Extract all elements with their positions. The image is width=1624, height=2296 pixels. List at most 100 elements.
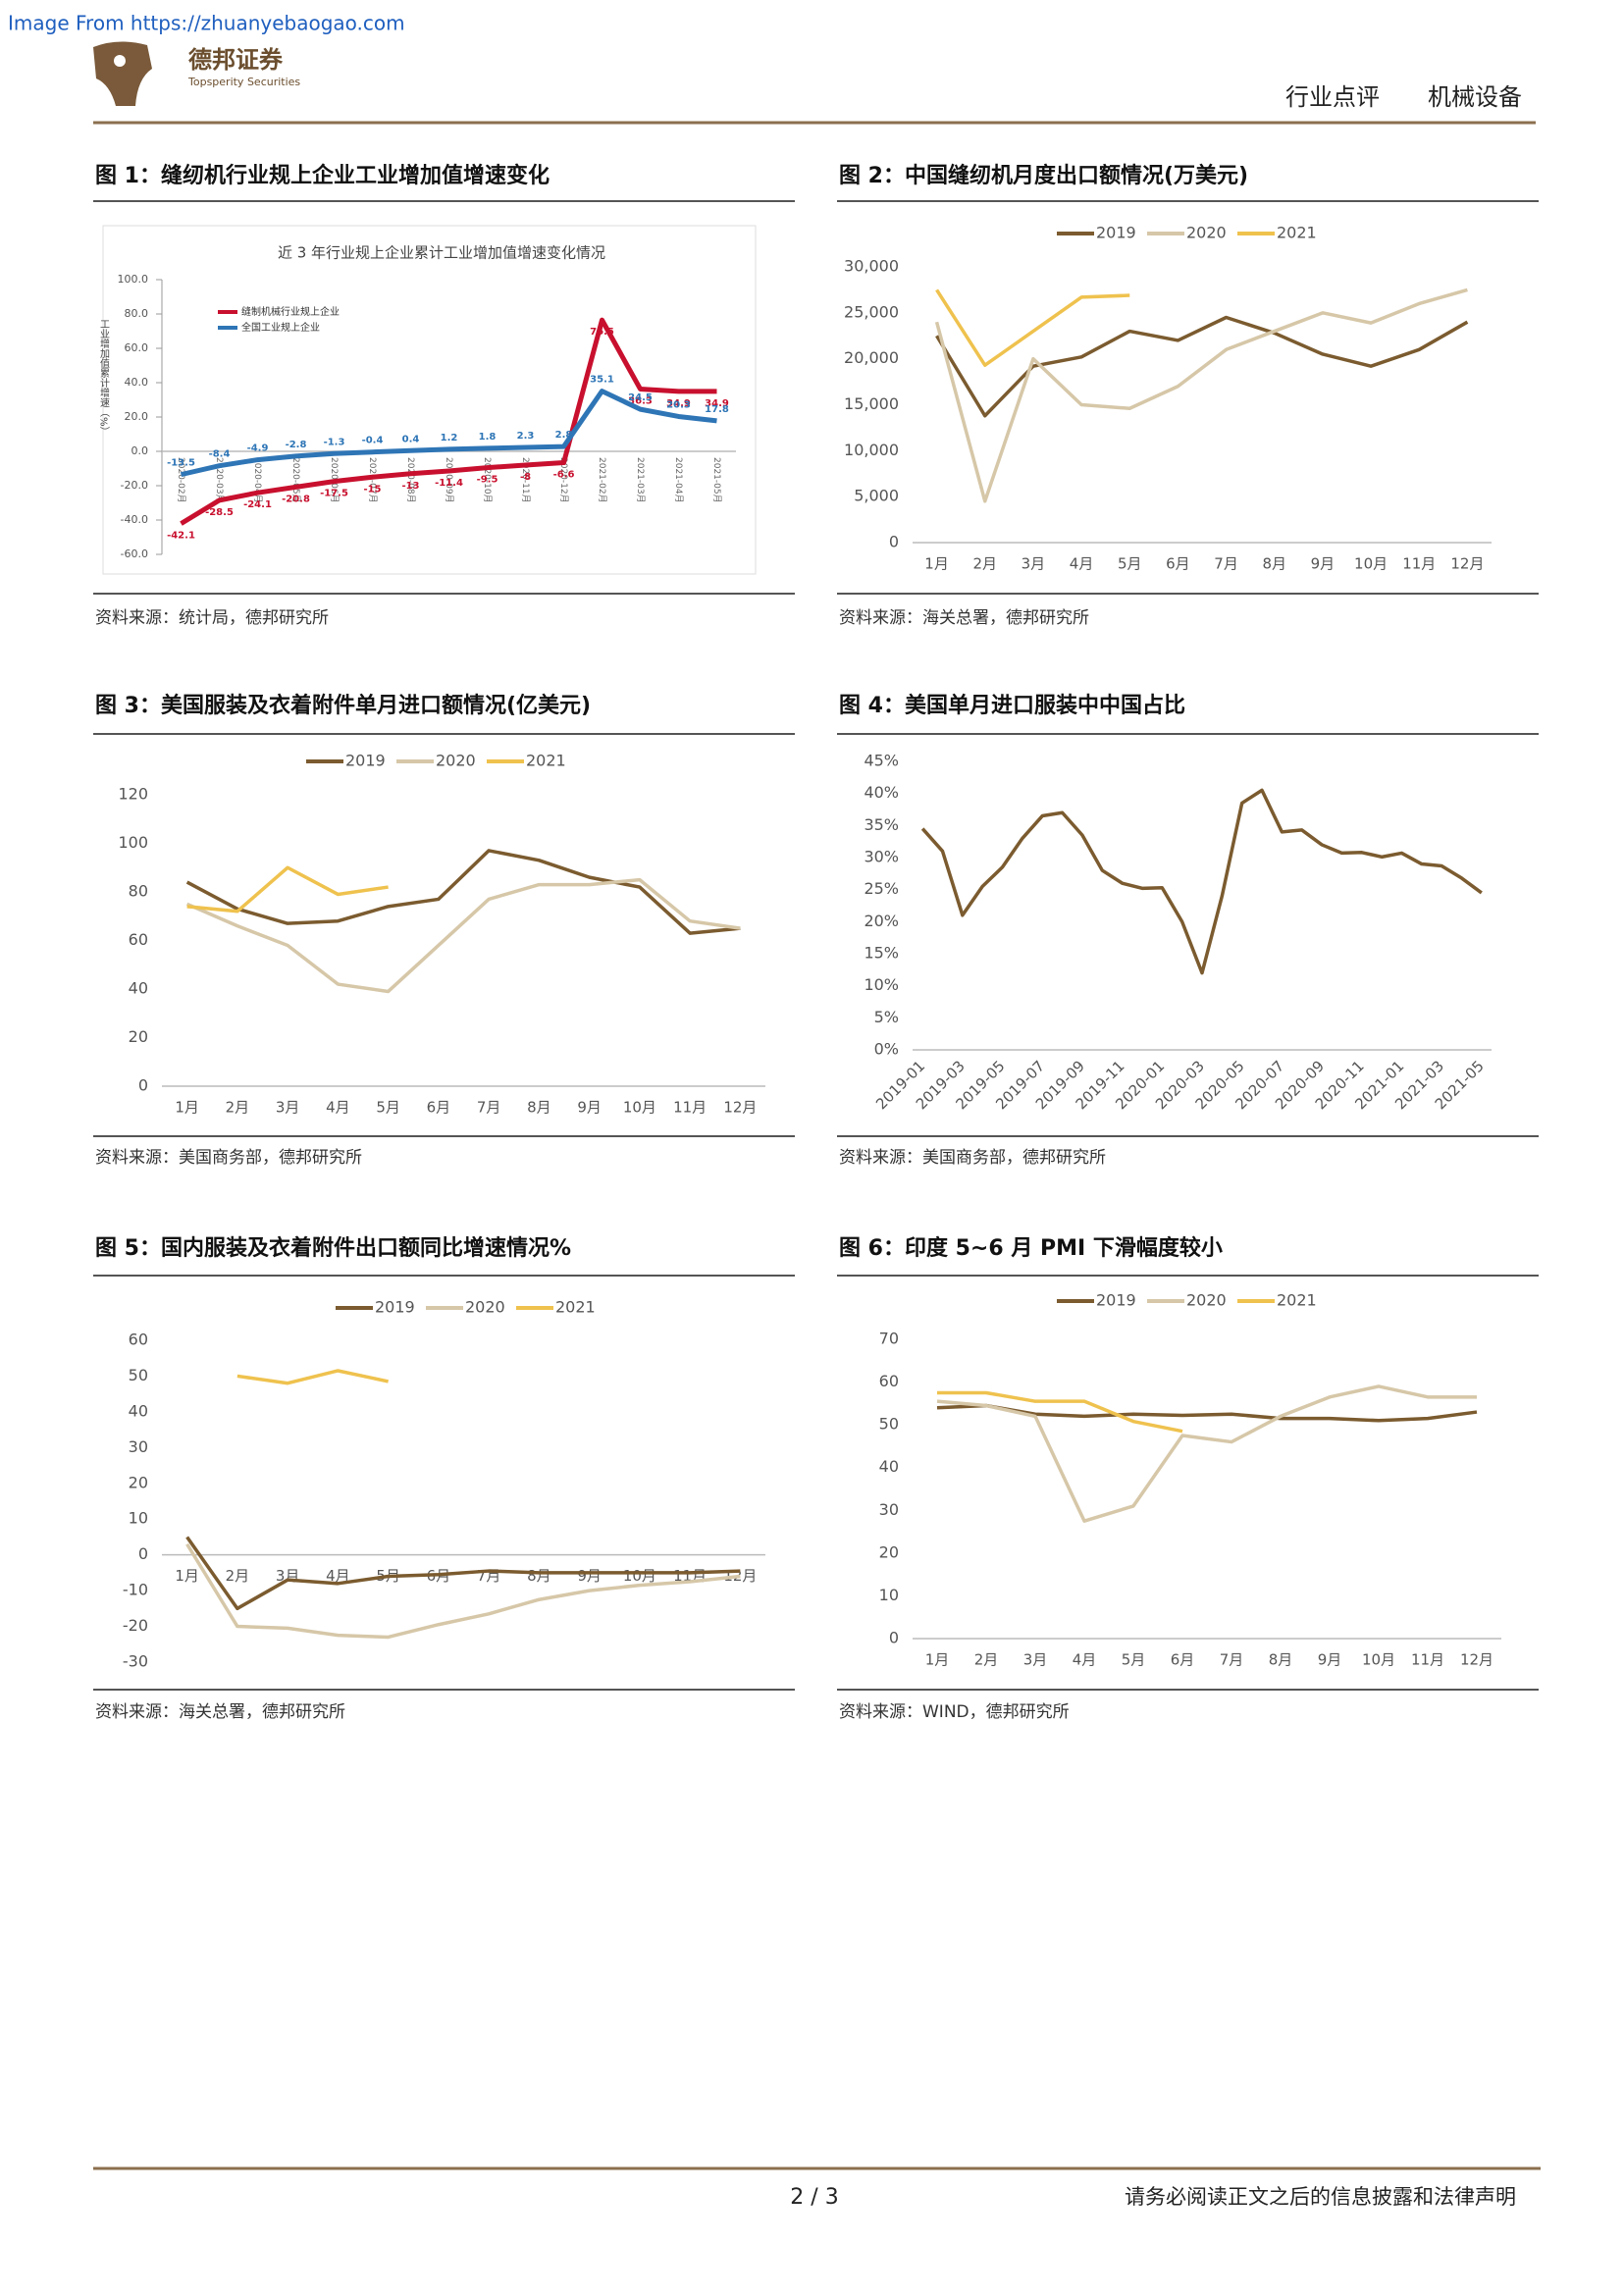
figure-source: 资料来源：WIND，德邦研究所: [839, 1702, 1070, 1722]
data-label: -13.5: [167, 458, 195, 469]
figure-caption: 图 5：国内服装及衣着附件出口额同比增速情况%: [95, 1235, 571, 1261]
watermark: Image From https://zhuanyebaogao.com: [8, 12, 405, 35]
y-tick-label: 15,000: [844, 394, 899, 413]
disclaimer: 请务必阅读正文之后的信息披露和法律声明: [1125, 2185, 1516, 2209]
data-label: -2.8: [286, 440, 307, 450]
x-tick-label: 2021-05月: [711, 457, 722, 503]
x-tick-label: 11月: [1402, 555, 1436, 573]
data-label: 20.3: [666, 399, 691, 410]
x-tick-label: 12月: [723, 1099, 757, 1117]
x-tick-label: 8月: [527, 1567, 551, 1585]
data-label: 24.5: [628, 392, 653, 403]
legend-label: 2021: [526, 752, 566, 770]
x-tick-label: 4月: [326, 1567, 350, 1585]
data-label: -24.1: [243, 499, 272, 510]
y-tick-label: 10: [129, 1509, 148, 1528]
data-label: 34.9: [705, 398, 729, 409]
series-line: [236, 1369, 389, 1385]
data-label: -9.5: [477, 475, 498, 486]
figure-source: 资料来源：统计局，德邦研究所: [95, 608, 329, 628]
figure-caption: 图 6：印度 5~6 月 PMI 下滑幅度较小: [839, 1235, 1223, 1261]
x-tick-label: 2020-09月: [444, 457, 454, 503]
y-tick-label: -20: [123, 1616, 148, 1635]
y-tick-label: 60: [129, 1331, 148, 1349]
y-tick-label: 35%: [864, 815, 899, 834]
series-line: [185, 1542, 741, 1640]
legend-label: 2020: [1186, 224, 1227, 242]
series-line: [180, 317, 717, 526]
x-tick-label: 2020-11月: [520, 457, 531, 503]
x-tick-label: 4月: [1073, 1651, 1097, 1669]
header-tag: 行业点评: [1285, 83, 1380, 111]
x-tick-label: 2020-08月: [405, 457, 416, 503]
y-tick-label: 40: [879, 1457, 899, 1476]
legend-label: 2021: [555, 1298, 596, 1317]
x-tick-label: 5月: [1122, 1651, 1146, 1669]
x-tick-label: 2月: [974, 1651, 999, 1669]
x-tick-label: 12月: [1460, 1651, 1493, 1669]
x-tick-label: 11月: [673, 1099, 707, 1117]
logo-sub: Topsperity Securities: [187, 76, 300, 88]
figure-source: 资料来源：美国商务部，德邦研究所: [839, 1148, 1106, 1168]
x-tick-label: 6月: [427, 1099, 451, 1117]
x-tick-label: 1月: [925, 1651, 950, 1669]
x-tick-label: 4月: [1070, 555, 1094, 573]
data-label: 1.2: [441, 433, 458, 444]
y-tick-label: 80: [129, 882, 148, 901]
y-tick-label: -40.0: [121, 513, 148, 526]
legend-label: 2020: [465, 1298, 505, 1317]
figure-source: 资料来源：海关总署，德邦研究所: [95, 1702, 345, 1722]
series-line: [185, 877, 741, 994]
data-label: 36.3: [628, 395, 653, 406]
y-tick-label: 5%: [874, 1008, 899, 1026]
data-label: -15: [363, 484, 381, 495]
x-tick-label: 8月: [527, 1099, 551, 1117]
series-line: [180, 389, 717, 478]
series-line: [185, 1536, 741, 1611]
y-tick-label: 100.0: [118, 273, 149, 286]
chart-subtitle: 近 3 年行业规上企业累计工业增加值增速变化情况: [278, 244, 605, 262]
x-tick-label: 8月: [1262, 555, 1286, 573]
x-tick-label: 9月: [1311, 555, 1336, 573]
legend-label: 全国工业规上企业: [241, 321, 320, 334]
x-tick-label: 1月: [175, 1567, 199, 1585]
x-tick-label: 7月: [477, 1099, 501, 1117]
y-tick-label: 80.0: [125, 307, 149, 320]
x-tick-label: 2月: [972, 555, 997, 573]
legend-label: 2019: [375, 1298, 415, 1317]
y-tick-label: 20%: [864, 912, 899, 930]
figure-source: 资料来源：美国商务部，德邦研究所: [95, 1148, 362, 1168]
y-tick-label: 0%: [874, 1040, 899, 1059]
logo-name: 德邦证券: [188, 46, 284, 74]
data-label: 1.8: [479, 432, 497, 443]
y-tick-label: 45%: [864, 752, 899, 770]
figure-caption: 图 1：缝纫机行业规上企业工业增加值增速变化: [95, 163, 550, 188]
data-label: -8: [520, 472, 531, 483]
x-tick-label: 2020-10月: [482, 457, 493, 503]
legend-label: 2019: [1096, 1291, 1136, 1310]
legend-label: 缝制机械行业规上企业: [241, 305, 340, 318]
y-tick-label: 40.0: [125, 376, 149, 389]
y-tick-label: 30: [129, 1437, 148, 1456]
x-tick-label: 5月: [376, 1099, 400, 1117]
x-tick-label: 5月: [1118, 555, 1142, 573]
legend-label: 2019: [1096, 224, 1136, 242]
series-line: [934, 287, 1468, 503]
y-tick-label: 60: [879, 1372, 899, 1390]
y-tick-label: 0: [138, 1076, 148, 1095]
x-tick-label: 3月: [1023, 1651, 1048, 1669]
series-line: [935, 315, 1469, 418]
y-tick-label: -10: [123, 1581, 148, 1599]
data-label: -1.3: [324, 437, 345, 447]
x-tick-label: 12月: [1450, 555, 1484, 573]
x-tick-label: 2020-07月: [367, 457, 378, 503]
x-tick-label: 2020-02月: [176, 457, 186, 503]
x-tick-label: 6月: [1171, 1651, 1195, 1669]
y-tick-label: 20,000: [844, 348, 899, 367]
y-tick-label: 40: [129, 1401, 148, 1420]
x-tick-label: 7月: [1214, 555, 1238, 573]
x-tick-label: 4月: [326, 1099, 350, 1117]
y-tick-label: 15%: [864, 944, 899, 963]
data-label: 0.4: [402, 434, 420, 444]
